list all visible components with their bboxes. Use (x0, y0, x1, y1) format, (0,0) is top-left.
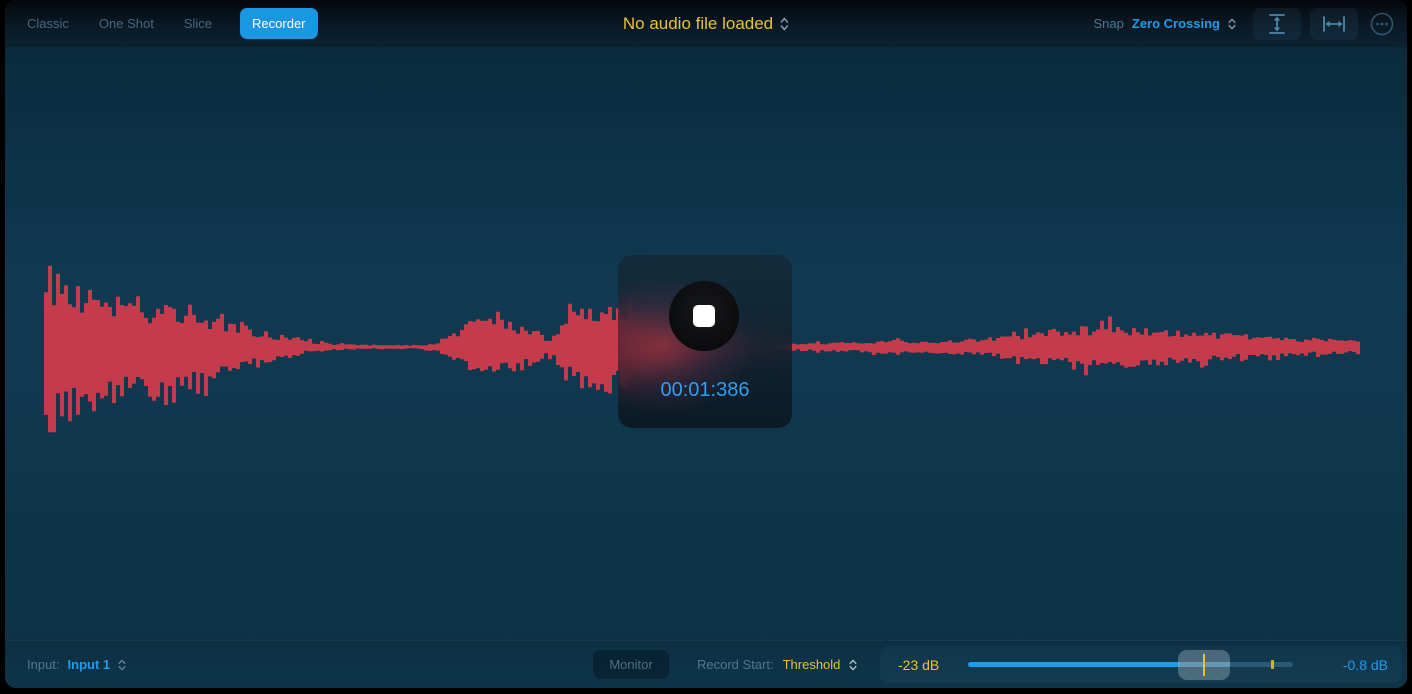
tab-classic[interactable]: Classic (27, 16, 69, 31)
tab-slice[interactable]: Slice (183, 16, 213, 31)
ellipsis-circle-icon (1370, 12, 1394, 35)
record-start-menu[interactable]: Record Start: Threshold (697, 641, 857, 688)
chevron-updown-icon (849, 659, 857, 670)
stop-icon (693, 305, 715, 327)
chevron-updown-icon (780, 17, 789, 30)
audio-file-title: No audio file loaded (622, 13, 774, 33)
record-start-value: Threshold (782, 657, 841, 672)
stop-record-button[interactable] (669, 281, 739, 351)
threshold-slider-track[interactable] (968, 649, 1293, 680)
more-options-button[interactable] (1367, 9, 1397, 39)
tab-one-shot[interactable]: One Shot (98, 16, 154, 31)
snap-label: Snap (1093, 16, 1124, 31)
plugin-window: 00:01:386 Classic One Shot Slice Recorde… (5, 0, 1407, 688)
horizontal-zoom-icon (1323, 15, 1345, 32)
monitor-label: Monitor (609, 657, 653, 672)
header-right-controls: Snap Zero Crossing (1094, 0, 1398, 47)
audio-file-menu[interactable]: No audio file loaded (623, 0, 789, 47)
horizontal-zoom-button[interactable] (1310, 7, 1358, 40)
vertical-zoom-button[interactable] (1253, 7, 1301, 40)
input-value: Input 1 (67, 657, 111, 672)
input-level-meter-tail (1180, 662, 1230, 667)
threshold-slider-handle[interactable] (1178, 649, 1230, 680)
peak-indicator-tick (1271, 660, 1274, 669)
record-start-label: Record Start: (697, 657, 774, 672)
tab-recorder[interactable]: Recorder (240, 8, 318, 39)
header-bar: Classic One Shot Slice Recorder No audio… (5, 0, 1407, 47)
threshold-marker-line (1203, 653, 1205, 676)
input-label: Input: (27, 657, 60, 672)
input-menu[interactable]: Input: Input 1 (27, 641, 126, 688)
threshold-slider-panel: -23 dB -0.8 dB (880, 646, 1402, 683)
vertical-zoom-icon (1269, 13, 1285, 34)
snap-value: Zero Crossing (1131, 16, 1220, 31)
snap-menu[interactable]: Snap Zero Crossing (1094, 16, 1237, 31)
level-db-value: -0.8 dB (1342, 656, 1388, 673)
monitor-button[interactable]: Monitor (593, 650, 669, 679)
input-level-meter (968, 662, 1180, 667)
recording-overlay-panel: 00:01:386 (618, 255, 792, 428)
footer-bar: Input: Input 1 Monitor Record Start: Thr… (5, 641, 1407, 688)
chevron-updown-icon (1228, 18, 1236, 29)
chevron-updown-icon (118, 659, 126, 670)
mode-tabs: Classic One Shot Slice Recorder (25, 0, 318, 47)
threshold-db-value: -23 dB (898, 656, 940, 673)
recording-elapsed-time: 00:01:386 (660, 379, 750, 401)
